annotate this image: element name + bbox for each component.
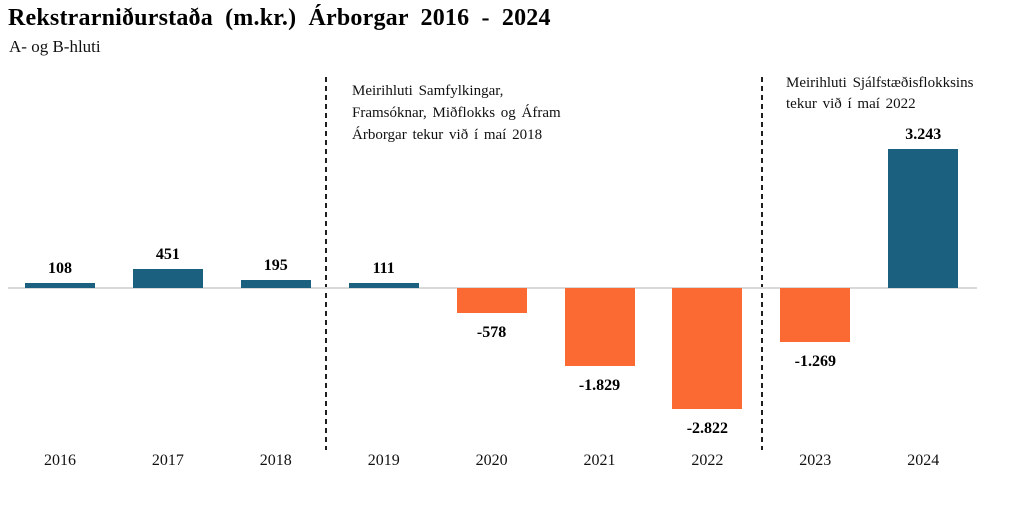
bar-2017 — [132, 269, 203, 288]
value-label-2016: 108 — [48, 260, 72, 277]
chart-title: Rekstrarniðurstaða (m.kr.) Árborgar 2016… — [8, 5, 551, 31]
bar-2024 — [888, 149, 959, 288]
x-axis-label-2023: 2023 — [799, 452, 832, 469]
value-label-2017: 451 — [155, 246, 180, 263]
value-label-2020: -578 — [476, 324, 507, 341]
bar-2023 — [780, 288, 851, 342]
annotation-majority-2022: Meirihluti Sjálfstæðisflokksins tekur vi… — [786, 75, 974, 112]
x-axis-label-2020: 2020 — [475, 452, 508, 469]
bar-2021 — [564, 288, 635, 366]
x-axis-label-2016: 2016 — [44, 452, 76, 469]
separator-dashed-line-2022 — [761, 77, 763, 450]
bar-2020 — [456, 288, 527, 313]
x-axis-label-2019: 2019 — [367, 452, 400, 469]
chart-subtitle: A- og B-hluti — [9, 37, 101, 56]
x-axis-label-2017: 2017 — [151, 452, 184, 469]
value-label-2022: -2.822 — [686, 420, 729, 437]
value-label-2019: 111 — [372, 260, 395, 277]
value-label-2018: 195 — [263, 257, 288, 274]
x-axis-label-2018: 2018 — [259, 452, 292, 469]
separator-dashed-line-2018 — [325, 77, 327, 450]
value-label-2021: -1.829 — [578, 377, 621, 394]
x-axis-label-2024: 2024 — [907, 452, 940, 469]
bar-2022 — [672, 288, 743, 409]
value-label-2023: -1.269 — [794, 353, 836, 370]
value-label-2024: 3.243 — [905, 126, 942, 143]
x-axis-label-2021: 2021 — [583, 452, 616, 469]
bar-2019 — [348, 283, 419, 288]
bar-2018 — [240, 280, 311, 288]
x-axis-label-2022: 2022 — [691, 452, 724, 469]
annotation-majority-2018: Meirihluti Samfylkingar, Framsóknar, Mið… — [352, 83, 561, 143]
bar-2016 — [25, 283, 95, 288]
